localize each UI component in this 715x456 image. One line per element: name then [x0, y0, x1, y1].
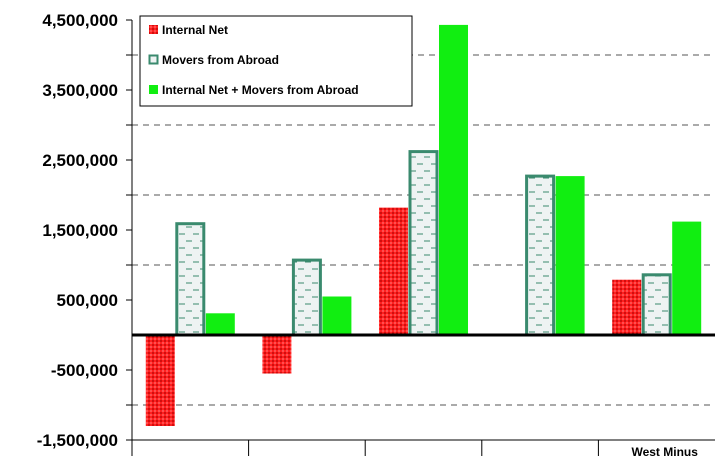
- bar-movers-from-abroad: [641, 273, 672, 337]
- y-tick-label: 2,500,000: [42, 151, 118, 170]
- legend-swatch-movers-from-abroad: [148, 54, 159, 65]
- category-labels: West Minus: [631, 445, 698, 456]
- bar-internal-net: [612, 279, 642, 335]
- y-tick-label: -500,000: [51, 361, 118, 380]
- bars: [145, 24, 702, 426]
- category-label: West Minus: [631, 445, 698, 456]
- legend-box: [139, 15, 413, 107]
- axes: [126, 19, 715, 456]
- legend-label-combined: Internal Net + Movers from Abroad: [162, 83, 359, 97]
- bar-internal-net: [145, 335, 175, 426]
- bar-internal-net: [379, 207, 408, 335]
- y-tick-label: -1,500,000: [37, 431, 118, 450]
- bar-combined: [555, 176, 585, 335]
- legend-swatch-internal-net: [149, 25, 158, 34]
- bar-internal-net: [262, 335, 292, 374]
- bar-movers-from-abroad: [175, 222, 206, 337]
- y-tick-label: 4,500,000: [42, 11, 118, 30]
- legend-swatch-combined: [149, 85, 158, 94]
- bar-combined: [322, 296, 352, 335]
- bar-combined: [205, 313, 235, 335]
- bar-movers-from-abroad: [408, 150, 439, 337]
- bar-combined: [672, 221, 702, 335]
- legend: Internal Net Movers from Abroad Internal…: [139, 15, 413, 107]
- y-tick-labels: 4,500,000 3,500,000 2,500,000 1,500,000 500,…: [37, 11, 118, 450]
- y-tick-label: 1,500,000: [42, 221, 118, 240]
- y-tick-label: 3,500,000: [42, 81, 118, 100]
- legend-label-movers-from-abroad: Movers from Abroad: [162, 53, 279, 67]
- bar-movers-from-abroad: [291, 258, 322, 337]
- legend-label-internal-net: Internal Net: [162, 23, 228, 37]
- bar-combined: [439, 24, 468, 336]
- bar-movers-from-abroad: [525, 174, 556, 337]
- y-tick-label: 500,000: [57, 291, 118, 310]
